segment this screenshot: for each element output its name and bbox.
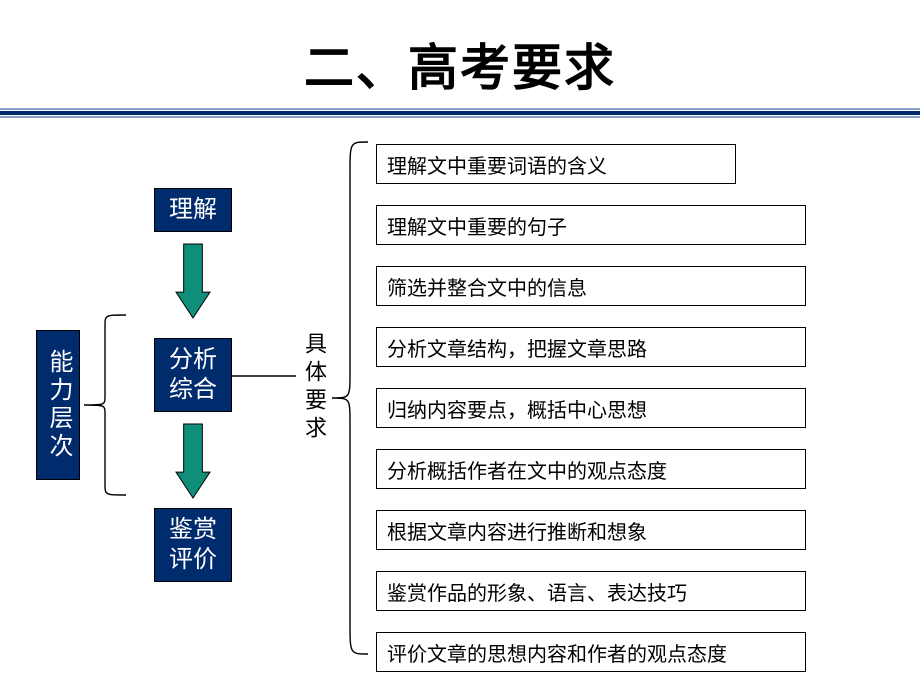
root-ability-box: 能力层次 (36, 330, 80, 480)
rule-line-2 (0, 111, 920, 115)
requirement-item: 分析文章结构，把握文章思路 (376, 327, 806, 367)
requirements-group-label: 具体要求 (298, 332, 330, 444)
level-appreciate-label: 鉴赏 评价 (169, 515, 217, 575)
level-appreciate-box: 鉴赏 评价 (154, 508, 232, 582)
requirement-item: 鉴赏作品的形象、语言、表达技巧 (376, 571, 806, 611)
level-understand-label: 理解 (169, 195, 217, 225)
requirement-item: 根据文章内容进行推断和想象 (376, 510, 806, 550)
page-title: 二、高考要求 (0, 0, 920, 100)
requirement-item: 评价文章的思想内容和作者的观点态度 (376, 632, 806, 672)
level-analyze-label: 分析 综合 (169, 345, 217, 405)
requirement-item: 理解文中重要的句子 (376, 205, 806, 245)
root-ability-label: 能力层次 (43, 349, 73, 461)
level-understand-box: 理解 (154, 188, 232, 232)
level-analyze-box: 分析 综合 (154, 338, 232, 412)
requirement-item: 归纳内容要点，概括中心思想 (376, 388, 806, 428)
title-rule (0, 108, 920, 118)
rule-line-1 (0, 108, 920, 110)
requirement-item: 分析概括作者在文中的观点态度 (376, 449, 806, 489)
rule-line-3 (0, 116, 920, 118)
requirement-item: 筛选并整合文中的信息 (376, 266, 806, 306)
requirement-item: 理解文中重要词语的含义 (376, 144, 736, 184)
